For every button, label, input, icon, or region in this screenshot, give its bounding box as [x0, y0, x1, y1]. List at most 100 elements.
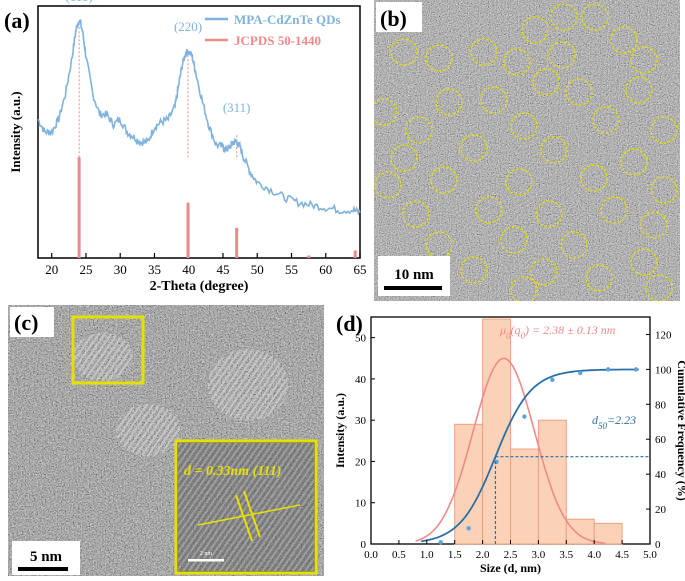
cumulative-point	[633, 367, 639, 372]
x-tick-label: 2.5	[504, 549, 518, 561]
x-tick-label: 3.5	[559, 549, 573, 561]
nanoparticle-circle	[581, 3, 609, 31]
label-bg-b	[376, 2, 422, 32]
y2-tick-label: 120	[655, 329, 672, 341]
fringe-direction	[197, 504, 301, 526]
d50-annotation-part: =2.23	[607, 413, 636, 427]
y-tick-label: 30	[355, 415, 367, 427]
nanoparticle-circle	[610, 26, 638, 54]
histogram-bar	[537, 419, 567, 545]
mu-annotation-part: 0	[521, 331, 526, 341]
mu-annotation-part: ) = 2.38 ± 0.13 nm	[524, 323, 616, 337]
x-tick-label: 3.0	[532, 549, 546, 561]
fringe-marker	[235, 494, 253, 542]
nanoparticle-circle	[402, 200, 430, 228]
cumulative-point	[578, 370, 583, 376]
nanoparticle-circle	[374, 171, 402, 199]
nanoparticle-circle	[600, 196, 628, 224]
nanoparticle-circle	[535, 200, 563, 228]
nanoparticle-circle	[550, 3, 578, 31]
nanoparticle-circle	[435, 88, 463, 116]
panel-label-c: (c)	[14, 310, 38, 335]
nanoparticle-circle	[532, 68, 560, 96]
mu-annotation-part: (q	[511, 323, 521, 337]
d50-annotation-part: 50	[598, 421, 608, 431]
gaussian-fit-curve	[415, 357, 606, 544]
nanoparticle-circle	[503, 48, 531, 76]
d50-annotation: d50=2.23	[592, 413, 636, 431]
nanoparticle-circle	[460, 134, 488, 162]
nanoparticle-circle	[650, 176, 678, 204]
lattice-spacing-label: d = 0.33nm (111)	[184, 464, 281, 479]
scalebar-label-c: 5 nm	[30, 549, 63, 565]
x-tick-label: 4.5	[615, 549, 629, 561]
nanoparticle-circle	[580, 164, 608, 192]
panel-label-d: (d)	[336, 311, 363, 336]
y2-tick-label: 40	[655, 469, 667, 481]
x-tick-label: 20	[45, 262, 58, 277]
y-tick-label: 10	[355, 498, 367, 510]
y2-tick-label: 100	[655, 364, 672, 376]
nanoparticle-circle	[475, 196, 503, 224]
x-tick-label: 60	[319, 262, 332, 277]
size-distribution-chart: 0.0 0.5 1.0 1.5 2.0 2.5 3.0 3.5 4.0 4.5 5.00102030…	[333, 311, 685, 575]
nanoparticle-circle	[480, 86, 508, 114]
y2-tick-label: 60	[655, 434, 667, 446]
reference-stick	[186, 202, 190, 258]
y2-tick-label: 0	[655, 539, 661, 551]
nanoparticle-circle	[630, 248, 658, 276]
peak-label: (311)	[223, 100, 251, 115]
nanoparticle-circle	[630, 46, 658, 74]
tem-image-b: (b) 10 nm	[370, 0, 680, 304]
nanoparticle-circle	[565, 78, 593, 106]
panel-label-a: (a)	[4, 8, 30, 33]
nanoparticle-circle	[390, 38, 418, 66]
y-tick-label: 50	[355, 333, 367, 345]
x-tick-label: 5.0	[643, 549, 657, 561]
lattice-fringe-region	[208, 349, 288, 421]
y2-axis-label: Cumulative Frequency (%)	[675, 360, 685, 500]
scalebar-c	[18, 567, 68, 571]
peak-label: (111)	[66, 0, 93, 4]
reference-stick	[77, 157, 81, 258]
cumulative-fit-curve	[421, 368, 639, 543]
y2-tick-label: 20	[655, 504, 667, 516]
nanoparticle-circle	[640, 211, 668, 239]
cumulative-point	[466, 526, 471, 531]
nanoparticle-circle	[521, 16, 549, 44]
nanoparticle-circle	[548, 41, 576, 69]
nanoparticle-circle	[592, 106, 620, 134]
label-bg-c	[10, 307, 54, 337]
mu-annotation-part: 0	[506, 331, 511, 341]
nanoparticle-circle	[510, 112, 538, 140]
nanoparticle-circle	[560, 231, 588, 259]
nanoparticle-circle	[425, 44, 453, 72]
y-tick-label: 20	[355, 456, 367, 468]
cumulative-point	[550, 377, 555, 383]
scalebar-b	[384, 286, 442, 290]
panel-b: (b) 10 nm	[370, 0, 680, 304]
peak-label: (220)	[174, 19, 202, 34]
panel-label-b: (b)	[380, 6, 407, 31]
mu-annotation-part: μ	[499, 323, 506, 337]
y-tick-label: 40	[355, 374, 367, 386]
x-tick-label: 55	[285, 262, 298, 277]
x-tick-label: 50	[251, 262, 264, 277]
xrd-chart: 20 25 30 35 40 45 50 55 60 65 2-Theta (degree) Inte…	[4, 0, 367, 294]
x-tick-label: 0.5	[392, 549, 406, 561]
x-tick-label: 4.0	[587, 549, 601, 561]
panel-d: 0.0 0.5 1.0 1.5 2.0 2.5 3.0 3.5 4.0 4.5 5.0 0 10 20 30…	[330, 305, 685, 576]
nanoparticle-circle	[625, 76, 653, 104]
nanoparticle-circle	[500, 226, 528, 254]
x-tick-label: 2.0	[476, 549, 490, 561]
nanoparticle-circle	[405, 116, 433, 144]
nanoparticle-circle	[390, 144, 418, 172]
xrd-curve	[37, 18, 361, 216]
nanoparticle-circle	[540, 136, 568, 164]
panel-c: (c) d = 0.33nm (111) 2 nm 5 nm	[8, 305, 324, 576]
x-tick-label: 35	[148, 262, 161, 277]
y2-tick-label: 80	[655, 399, 667, 411]
d50-annotation-part: d	[592, 413, 599, 427]
mu-annotation: μ0(q0) = 2.38 ± 0.13 nm	[499, 323, 616, 341]
nanoparticle-circle	[620, 148, 648, 176]
